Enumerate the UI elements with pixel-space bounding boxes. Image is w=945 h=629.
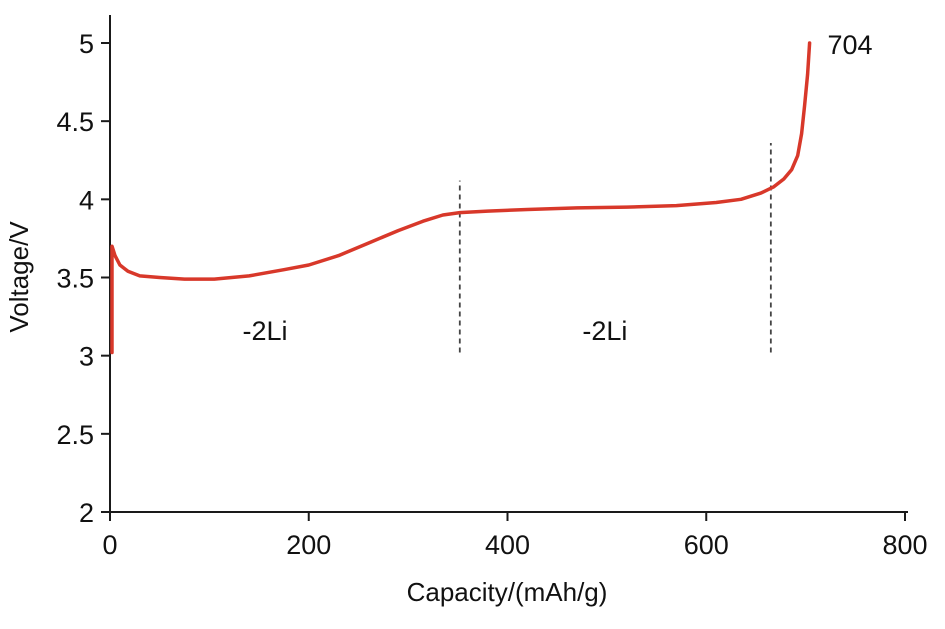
x-tick-label: 400 — [485, 530, 530, 560]
y-tick-label: 3.5 — [56, 264, 94, 294]
x-tick-label: 0 — [102, 530, 117, 560]
annotation-end-capacity: 704 — [827, 30, 872, 60]
y-tick-label: 3 — [79, 342, 94, 372]
y-tick-label: 5 — [79, 29, 94, 59]
x-tick-label: 200 — [286, 530, 331, 560]
annotation-li-loss-2: -2Li — [582, 316, 627, 346]
y-tick-label: 4.5 — [56, 107, 94, 137]
x-axis-title: Capacity/(mAh/g) — [407, 577, 608, 607]
y-tick-label: 2.5 — [56, 420, 94, 450]
series-charge-curve — [110, 41, 812, 355]
x-tick-label: 800 — [882, 530, 927, 560]
y-tick-label: 4 — [79, 185, 94, 215]
x-tick-label: 600 — [684, 530, 729, 560]
annotation-li-loss-1: -2Li — [243, 316, 288, 346]
plot-layer: 0 200 400 600 800 2 2.5 3 3.5 4 4.5 5 -2Li -2Li 704 — [56, 15, 928, 560]
y-axis-title: Voltage/V — [4, 221, 34, 333]
y-tick-label: 2 — [79, 498, 94, 528]
